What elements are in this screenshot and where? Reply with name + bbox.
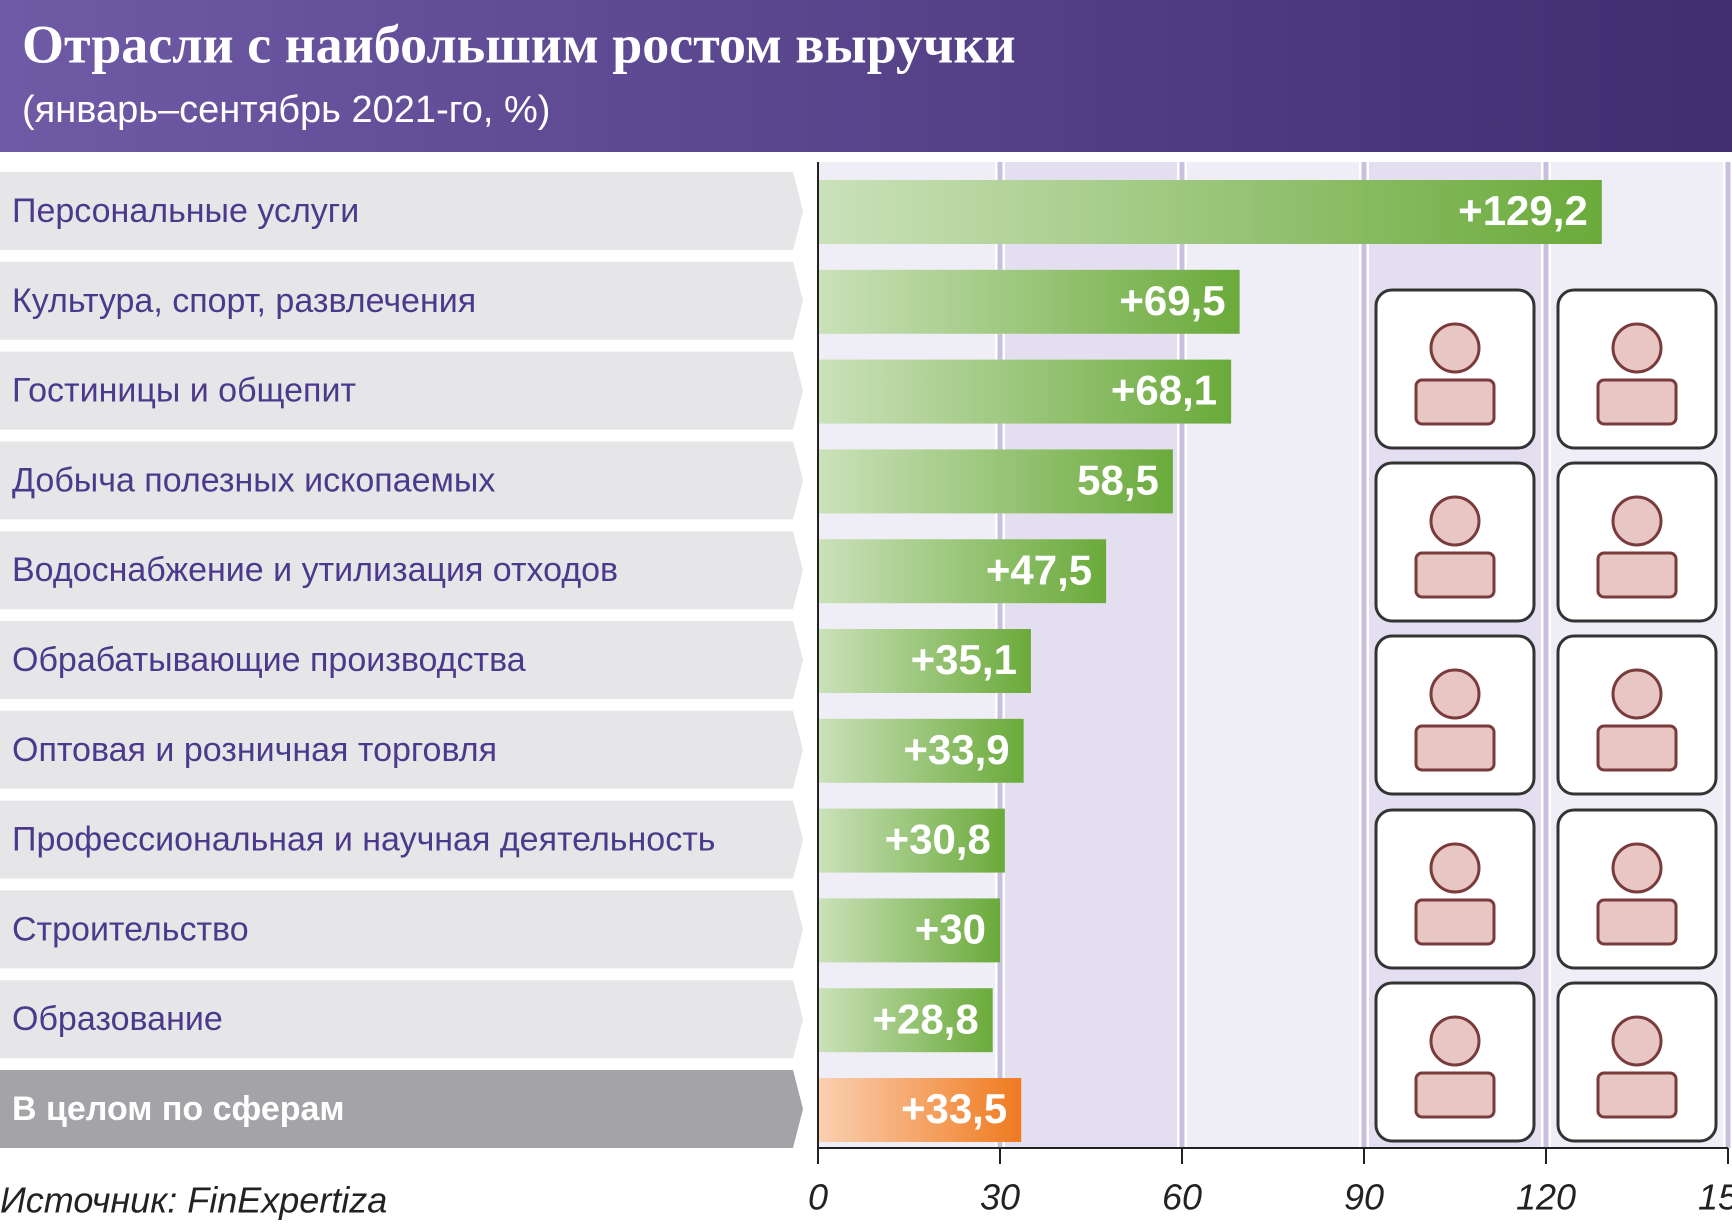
icon-shape <box>1414 724 1496 772</box>
x-tick-label: 90 <box>1344 1177 1384 1218</box>
icon-shape <box>1429 668 1481 720</box>
icon-shape <box>1611 668 1663 720</box>
value-label: +28,8 <box>872 995 978 1042</box>
category-box <box>0 621 803 699</box>
category-box <box>0 172 803 250</box>
category-box <box>0 800 803 879</box>
value-label: +30 <box>915 905 986 952</box>
x-tick-label: 0 <box>808 1177 828 1218</box>
category-label: В целом по сферам <box>12 1090 345 1128</box>
category-label: Профессиональная и научная деятельность <box>12 821 715 859</box>
bar <box>818 359 1232 424</box>
value-label: +30,8 <box>885 816 991 863</box>
category-box <box>0 1070 803 1148</box>
category-box <box>0 710 803 789</box>
icon-shape <box>1596 551 1678 599</box>
category-box <box>0 351 803 430</box>
bar <box>818 269 1240 334</box>
value-label: 58,5 <box>1077 456 1159 503</box>
icon-shape <box>1429 495 1481 547</box>
icon-shape <box>1611 1015 1663 1067</box>
category-label: Образование <box>12 1000 223 1038</box>
bar <box>818 808 1005 873</box>
category-box <box>0 261 803 340</box>
plot: Персональные услуги +129,2 Культура, спорт… <box>0 172 1602 1148</box>
bar <box>818 180 1602 244</box>
value-label: +33,5 <box>901 1085 1007 1132</box>
value-label: +69,5 <box>1119 277 1225 324</box>
value-label: +35,1 <box>911 636 1017 683</box>
bar <box>818 539 1107 604</box>
x-tick-label: 120 <box>1516 1177 1576 1218</box>
category-label: Оптовая и розничная торговля <box>12 731 497 769</box>
chart-subtitle: (январь–сентябрь 2021-го, %) <box>22 89 550 131</box>
category-label: Культура, спорт, развлечения <box>12 282 476 320</box>
category-box <box>0 531 803 610</box>
category-box <box>0 890 803 969</box>
category-label: Обрабатывающие производства <box>12 641 526 679</box>
icon-shape <box>1596 378 1678 426</box>
value-label: +68,1 <box>1111 367 1217 414</box>
x-tick-label: 30 <box>980 1177 1020 1218</box>
category-box <box>0 980 803 1059</box>
bar <box>818 898 1000 963</box>
icon-shape <box>1429 1015 1481 1067</box>
category-label: Строительство <box>12 910 249 948</box>
source-note: Источник: FinExpertiza <box>0 1180 387 1221</box>
x-tick-label: 60 <box>1162 1177 1202 1218</box>
icon-shape <box>1414 378 1496 426</box>
chart-title: Отрасли с наибольшим ростом выручки <box>22 14 1016 74</box>
category-label: Гостиницы и общепит <box>12 372 356 410</box>
bar <box>818 1078 1022 1142</box>
icon-shape <box>1596 1071 1678 1119</box>
bar <box>818 988 993 1053</box>
icon-shape <box>1611 322 1663 374</box>
icon-shape <box>1611 842 1663 894</box>
icon-shape <box>1429 322 1481 374</box>
icon-shape <box>1596 724 1678 772</box>
icon-shape <box>1429 842 1481 894</box>
category-label: Добыча полезных ископаемых <box>12 461 495 499</box>
icon-shape <box>1414 1071 1496 1119</box>
bar <box>818 449 1173 514</box>
icon-shape <box>1596 898 1678 946</box>
value-label: +129,2 <box>1458 187 1588 234</box>
category-label: Персональные услуги <box>12 192 359 230</box>
bar <box>818 629 1031 693</box>
icons <box>1374 288 1718 1143</box>
icon-shape <box>1611 495 1663 547</box>
category-box <box>0 441 803 520</box>
bar <box>818 718 1024 783</box>
icon-shape <box>1414 551 1496 599</box>
icon-shape <box>1414 898 1496 946</box>
x-tick-label: 150 <box>1698 1177 1732 1218</box>
header-band <box>0 0 1732 152</box>
value-label: +47,5 <box>986 546 1092 593</box>
value-label: +33,9 <box>903 726 1009 773</box>
category-label: Водоснабжение и утилизация отходов <box>12 551 618 589</box>
